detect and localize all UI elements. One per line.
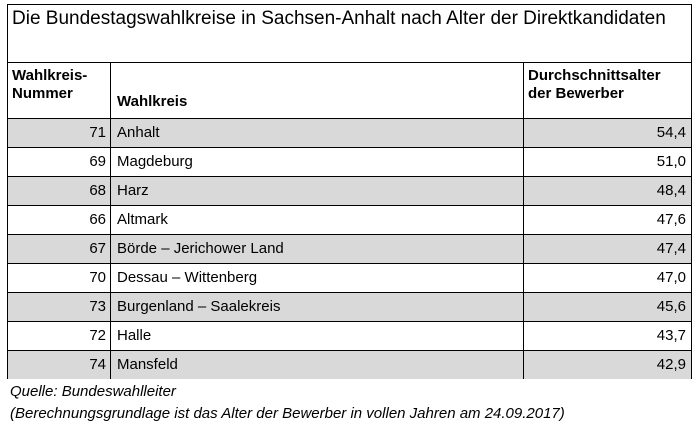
- table-row: 72 Halle 43,7: [8, 321, 691, 350]
- row-age-cell: 47,4: [656, 240, 686, 257]
- column-header-number: Wahlkreis- Nummer: [12, 67, 110, 103]
- row-name-cell: Magdeburg: [117, 153, 193, 170]
- calculation-note: (Berechnungsgrundlage ist das Alter der …: [10, 405, 565, 422]
- row-number-cell: 70: [89, 269, 106, 286]
- row-age-cell: 45,6: [656, 298, 686, 315]
- row-name-cell: Halle: [117, 327, 152, 344]
- row-number-cell: 68: [89, 182, 106, 199]
- row-name-cell: Dessau – Wittenberg: [117, 269, 258, 286]
- table-row: 74 Mansfeld 42,9: [8, 350, 691, 379]
- row-age-cell: 42,9: [656, 356, 686, 373]
- row-number-cell: 66: [89, 211, 106, 228]
- row-number-cell: 74: [89, 356, 106, 373]
- table-row: 66 Altmark 47,6: [8, 205, 691, 234]
- row-name-cell: Mansfeld: [117, 356, 178, 373]
- table-frame: Die Bundestagswahlkreise in Sachsen-Anha…: [7, 4, 692, 379]
- column-header-number-label: Wahlkreis- Nummer: [12, 67, 88, 102]
- table-row: 69 Magdeburg 51,0: [8, 147, 691, 176]
- column-divider-1: [110, 62, 111, 379]
- row-age-cell: 43,7: [656, 327, 686, 344]
- row-age-cell: 51,0: [656, 153, 686, 170]
- row-number-cell: 69: [89, 153, 106, 170]
- table-row: 70 Dessau – Wittenberg 47,0: [8, 263, 691, 292]
- table-row: 67 Börde – Jerichower Land 47,4: [8, 234, 691, 263]
- column-header-age-label: Durchschnittsalter der Bewerber: [528, 67, 661, 102]
- source-note: Quelle: Bundeswahlleiter: [10, 383, 176, 400]
- table-row: 71 Anhalt 54,4: [8, 118, 691, 147]
- header-divider: [8, 62, 691, 63]
- table-row: 73 Burgenland – Saalekreis 45,6: [8, 292, 691, 321]
- column-header-name: Wahlkreis: [117, 93, 187, 111]
- row-name-cell: Börde – Jerichower Land: [117, 240, 284, 257]
- table-row: 68 Harz 48,4: [8, 176, 691, 205]
- row-number-cell: 73: [89, 298, 106, 315]
- row-name-cell: Altmark: [117, 211, 168, 228]
- row-name-cell: Harz: [117, 182, 149, 199]
- row-name-cell: Burgenland – Saalekreis: [117, 298, 281, 315]
- column-header-name-label: Wahlkreis: [117, 93, 188, 110]
- column-divider-2: [523, 62, 524, 379]
- column-header-age: Durchschnittsalter der Bewerber: [528, 67, 688, 103]
- row-name-cell: Anhalt: [117, 124, 160, 141]
- row-number-cell: 67: [89, 240, 106, 257]
- row-age-cell: 47,6: [656, 211, 686, 228]
- row-age-cell: 48,4: [656, 182, 686, 199]
- row-age-cell: 54,4: [656, 124, 686, 141]
- row-age-cell: 47,0: [656, 269, 686, 286]
- row-number-cell: 71: [89, 124, 106, 141]
- table-title: Die Bundestagswahlkreise in Sachsen-Anha…: [12, 8, 666, 29]
- row-number-cell: 72: [89, 327, 106, 344]
